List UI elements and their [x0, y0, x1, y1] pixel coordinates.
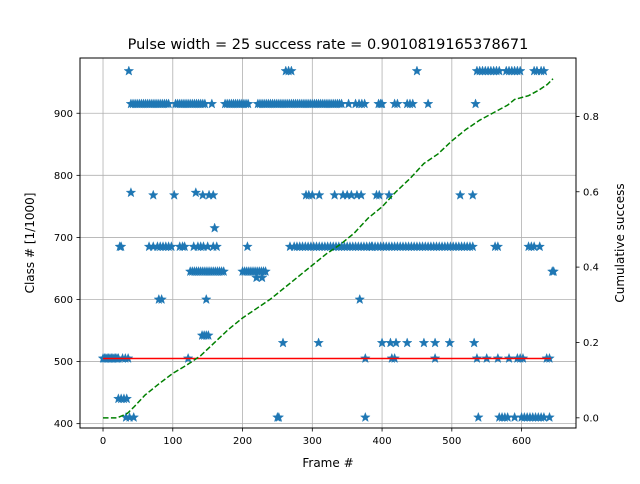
- y-tick-label: 700: [54, 233, 73, 244]
- class-point: [190, 187, 202, 198]
- y-tick-label: 600: [54, 295, 73, 306]
- x-axis-label: Frame #: [302, 456, 353, 470]
- class-point: [203, 329, 214, 341]
- class-point: [392, 98, 403, 109]
- y-tick-label: 800: [54, 171, 73, 182]
- class-point: [147, 189, 159, 200]
- class-point: [123, 65, 135, 76]
- class-point: [273, 411, 285, 422]
- x-tick-label: 200: [233, 436, 252, 447]
- class-point: [128, 411, 140, 422]
- class-point: [168, 189, 180, 200]
- right-y-tick-label: 0.0: [583, 413, 599, 424]
- class-point: [355, 189, 367, 200]
- x-tick-label: 0: [100, 436, 106, 447]
- cumulative-success-line: [103, 78, 554, 419]
- class-point: [407, 98, 419, 109]
- class-point: [538, 65, 550, 76]
- class-point: [277, 337, 289, 348]
- class-point: [209, 222, 220, 233]
- class-point: [429, 337, 441, 348]
- class-point: [256, 272, 268, 283]
- class-point: [376, 98, 388, 109]
- axis-layer: 0 100 200 300 400 500 600 400 500 600 700 800 900 0.0…: [54, 109, 599, 447]
- class-point: [544, 411, 555, 422]
- class-point: [373, 189, 385, 200]
- class-point: [218, 265, 230, 277]
- class-point: [286, 65, 297, 76]
- class-point: [422, 98, 434, 109]
- class-point: [383, 189, 395, 200]
- class-point: [156, 293, 167, 305]
- right-y-tick-label: 0.6: [583, 187, 599, 198]
- class-point: [454, 189, 466, 200]
- class-point: [492, 241, 504, 252]
- x-tick-label: 300: [303, 436, 322, 447]
- class-point: [360, 411, 371, 422]
- right-y-axis-label: Cumulative success: [613, 183, 627, 302]
- class-point: [366, 241, 377, 252]
- class-point: [444, 337, 456, 348]
- x-tick-label: 400: [373, 436, 392, 447]
- class-point: [200, 293, 212, 305]
- class-point: [313, 337, 324, 348]
- grid-layer: [80, 58, 576, 428]
- data-layer: [97, 65, 559, 422]
- y-tick-label: 400: [54, 419, 73, 430]
- class-point: [354, 293, 366, 305]
- class-point: [473, 411, 484, 422]
- x-tick-label: 500: [442, 436, 461, 447]
- class-point: [468, 337, 480, 348]
- x-tick-label: 600: [512, 436, 531, 447]
- class-point: [514, 65, 526, 76]
- right-y-tick-label: 0.4: [583, 263, 599, 274]
- class-point: [313, 189, 325, 200]
- class-point: [242, 98, 254, 109]
- class-point: [401, 337, 413, 348]
- class-point: [470, 98, 481, 109]
- right-y-tick-label: 0.8: [583, 112, 599, 123]
- class-point: [411, 65, 423, 76]
- class-point: [260, 265, 271, 277]
- y-axis-label: Class # [1/1000]: [23, 193, 37, 294]
- class-point: [179, 241, 190, 252]
- class-point: [211, 241, 223, 252]
- class-point: [207, 189, 219, 200]
- class-point: [115, 241, 127, 252]
- x-tick-label: 100: [163, 436, 182, 447]
- class-point: [390, 337, 402, 348]
- chart-title: Pulse width = 25 success rate = 0.901081…: [128, 37, 529, 53]
- y-tick-label: 500: [54, 357, 73, 368]
- class-point: [467, 241, 479, 252]
- right-y-tick-label: 0.2: [583, 338, 599, 349]
- class-point: [121, 393, 133, 404]
- class-point: [242, 241, 253, 252]
- class-point: [418, 337, 430, 348]
- class-point: [359, 98, 370, 109]
- class-point: [534, 241, 546, 252]
- class-point: [467, 189, 479, 200]
- class-point: [206, 98, 218, 109]
- y-tick-label: 900: [54, 109, 73, 120]
- class-point: [125, 187, 137, 198]
- class-point: [548, 265, 559, 277]
- plot-frame: [79, 57, 577, 429]
